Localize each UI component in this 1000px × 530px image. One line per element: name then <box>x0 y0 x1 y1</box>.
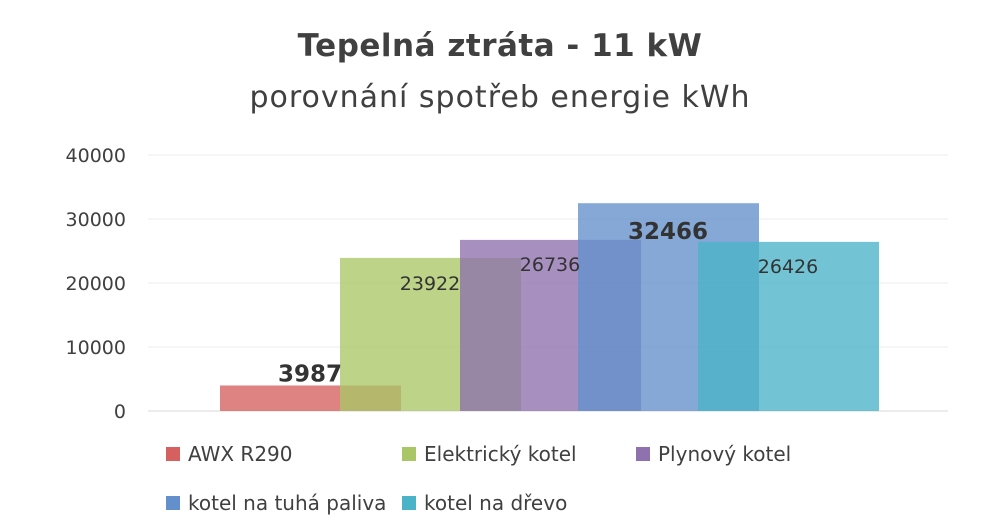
y-tick-label: 10000 <box>66 337 126 359</box>
chart-subtitle: porovnání spotřeb energie kWh <box>249 80 751 115</box>
data-label: 26426 <box>758 256 818 278</box>
legend-item: AWX R290 <box>166 442 293 466</box>
legend-item: kotel na tuhá paliva <box>166 491 386 515</box>
legend-swatch <box>166 496 180 510</box>
legend-label: AWX R290 <box>188 442 293 466</box>
legend-label: Plynový kotel <box>658 442 792 466</box>
data-label: 23922 <box>400 273 460 295</box>
legend-label: kotel na dřevo <box>424 491 568 515</box>
data-label: 3987 <box>278 361 342 387</box>
legend-label: Elektrický kotel <box>424 442 577 466</box>
legend-item: kotel na dřevo <box>402 491 567 515</box>
legend-swatch <box>402 496 416 510</box>
legend-swatch <box>636 447 650 461</box>
legend-label: kotel na tuhá paliva <box>188 491 387 515</box>
legend-item: Plynový kotel <box>636 442 791 466</box>
y-tick-label: 30000 <box>66 209 126 231</box>
y-tick-label: 40000 <box>66 145 126 167</box>
bar-5 <box>698 241 879 411</box>
legend-swatch <box>166 447 180 461</box>
data-label: 26736 <box>520 254 580 276</box>
data-label: 32466 <box>628 219 708 245</box>
y-tick-label: 0 <box>114 401 126 423</box>
legend-swatch <box>402 447 416 461</box>
chart-title: Tepelná ztráta - 11 kW <box>297 28 703 64</box>
legend-item: Elektrický kotel <box>402 442 577 466</box>
y-tick-label: 20000 <box>66 273 126 295</box>
